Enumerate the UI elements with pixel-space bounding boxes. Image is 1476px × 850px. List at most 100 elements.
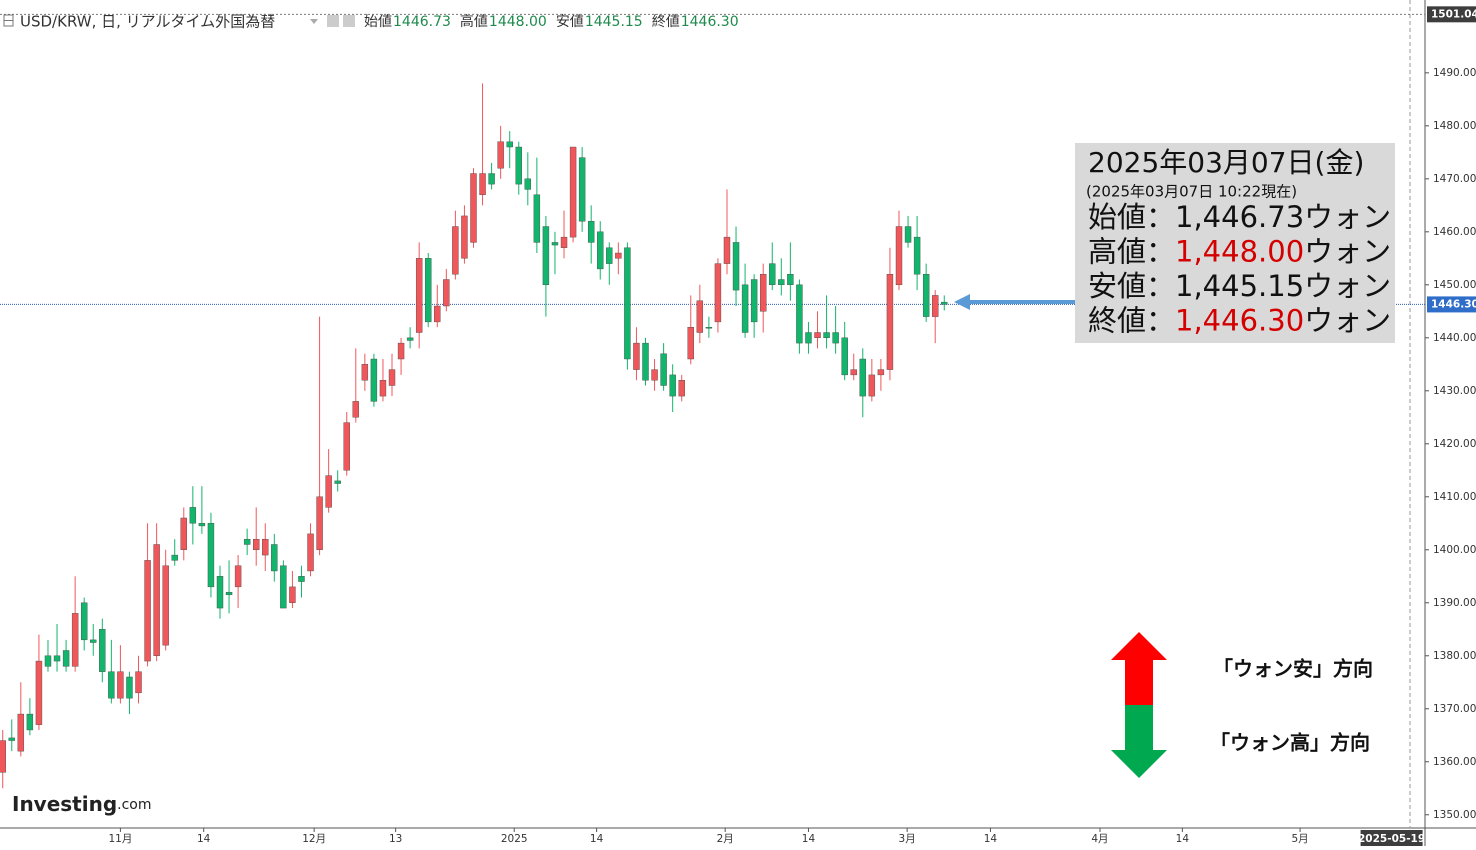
y-tick-label: 1450.00 xyxy=(1433,279,1476,291)
legend-value: 1446.30 xyxy=(681,14,739,30)
info-row: 高値：1,448.00ウォン xyxy=(1088,235,1391,269)
candle-body xyxy=(44,655,52,667)
info-row: 終値：1,446.30ウォン xyxy=(1088,304,1391,338)
y-tick-label: 1480.00 xyxy=(1433,120,1476,132)
legend-value: 1445.15 xyxy=(585,14,643,30)
info-unit: ウォン xyxy=(1304,304,1391,338)
candle-body xyxy=(741,284,749,333)
candle-body xyxy=(922,274,930,317)
candle-body xyxy=(542,226,550,286)
candle-body xyxy=(696,300,704,333)
x-tick-label: 4月 xyxy=(1091,833,1108,845)
candle-body xyxy=(515,146,522,185)
candle-body xyxy=(841,337,848,376)
legend-label: 始値 xyxy=(364,14,392,30)
candle-body xyxy=(388,369,396,386)
candle-body xyxy=(225,591,233,596)
y-tick-label: 1360.00 xyxy=(1433,756,1476,768)
candle-body xyxy=(153,544,160,656)
info-date: 2025年03月07日(金) xyxy=(1088,146,1364,179)
chart-title: USD/KRW, 日, リアルタイム外国為替 xyxy=(20,13,275,31)
candle-body xyxy=(207,523,215,588)
info-label: 始値： xyxy=(1088,200,1175,234)
info-label: 終値： xyxy=(1088,304,1175,338)
candle-body xyxy=(117,671,124,699)
candle-body xyxy=(135,671,142,694)
candle-body xyxy=(198,523,206,527)
candle-body xyxy=(832,332,839,344)
candle-body xyxy=(606,247,613,264)
legend-value: 1448.00 xyxy=(489,14,547,30)
candle-body xyxy=(895,226,903,286)
info-label: 高値： xyxy=(1088,235,1175,269)
candle-body xyxy=(669,374,676,397)
candle-body xyxy=(705,327,713,329)
y-tick-label: 1470.00 xyxy=(1433,173,1476,185)
candle-body xyxy=(361,364,369,381)
candle-body xyxy=(26,713,34,731)
candle-body xyxy=(289,586,296,603)
y-tick-label: 1370.00 xyxy=(1433,703,1476,715)
candle-body xyxy=(262,538,269,556)
candle-body xyxy=(307,533,314,572)
candle-body xyxy=(189,507,197,524)
ohlc-legend: 始値 1446.73 高値 1448.00 安値 1445.15 終値 1446.30 xyxy=(364,13,739,30)
candle-body xyxy=(397,342,405,360)
info-asof: (2025年03月07日 10:22現在) xyxy=(1086,183,1297,201)
x-tick-label: 5月 xyxy=(1291,833,1308,845)
logo: Investing.com xyxy=(12,792,152,816)
y-tick-label: 1490.00 xyxy=(1433,67,1476,79)
candle-body xyxy=(62,650,70,667)
x-tick-label: 12月 xyxy=(302,833,326,845)
y-tick-label: 1430.00 xyxy=(1433,385,1476,397)
candle-body xyxy=(859,358,866,397)
candle-body xyxy=(298,576,305,582)
candle-body xyxy=(17,713,25,752)
candle-body xyxy=(615,252,622,259)
candle-body xyxy=(533,194,541,243)
y-tick-label: 1440.00 xyxy=(1433,332,1476,344)
candle-body xyxy=(642,342,649,381)
candle-body xyxy=(587,221,595,243)
up-arrow-label: 「ウォン安」方向 xyxy=(1213,657,1373,681)
candle-body xyxy=(280,565,287,609)
candle-body xyxy=(243,538,251,545)
candle-body xyxy=(415,258,423,333)
candle-body xyxy=(624,247,631,360)
candle-body xyxy=(8,737,15,741)
candle-body xyxy=(425,258,432,323)
x-tick-label: 14 xyxy=(197,833,211,845)
candle-body xyxy=(126,676,133,699)
candle-body xyxy=(271,544,278,572)
candle-body xyxy=(524,178,532,190)
candle-body xyxy=(370,358,378,402)
info-value: 1,446.73 xyxy=(1175,200,1304,234)
candle-body xyxy=(443,279,450,307)
candle-body xyxy=(99,629,106,672)
x-tick-label: 14 xyxy=(802,833,816,845)
top-price-label: 1501.04 xyxy=(1431,8,1476,20)
x-tick-label: 13 xyxy=(389,833,402,845)
candle-body xyxy=(316,496,323,550)
down-arrow-label: 「ウォン高」方向 xyxy=(1210,731,1370,755)
settings-icon[interactable] xyxy=(327,15,339,27)
settings-icon[interactable] xyxy=(343,15,355,27)
info-rows: 始値：1,446.73ウォン高値：1,448.00ウォン安値：1,445.15ウ… xyxy=(1088,200,1391,338)
candle-body xyxy=(769,263,776,286)
x-tick-label: 3月 xyxy=(899,833,916,845)
last-price-box xyxy=(1427,296,1476,313)
candle-body xyxy=(406,337,414,341)
candle-body xyxy=(53,655,61,662)
y-tick-label: 1380.00 xyxy=(1433,650,1476,662)
dropdown-icon[interactable] xyxy=(310,19,318,24)
info-box xyxy=(1075,143,1395,343)
x-tick-label: 2月 xyxy=(717,833,734,845)
top-price-box xyxy=(1427,6,1476,23)
candle-body xyxy=(678,379,685,397)
candle-body xyxy=(0,740,6,773)
pointer-arrow-head xyxy=(954,294,970,310)
candle-body xyxy=(687,327,694,360)
candle-body xyxy=(750,279,758,323)
legend-label: 終値 xyxy=(652,14,680,30)
